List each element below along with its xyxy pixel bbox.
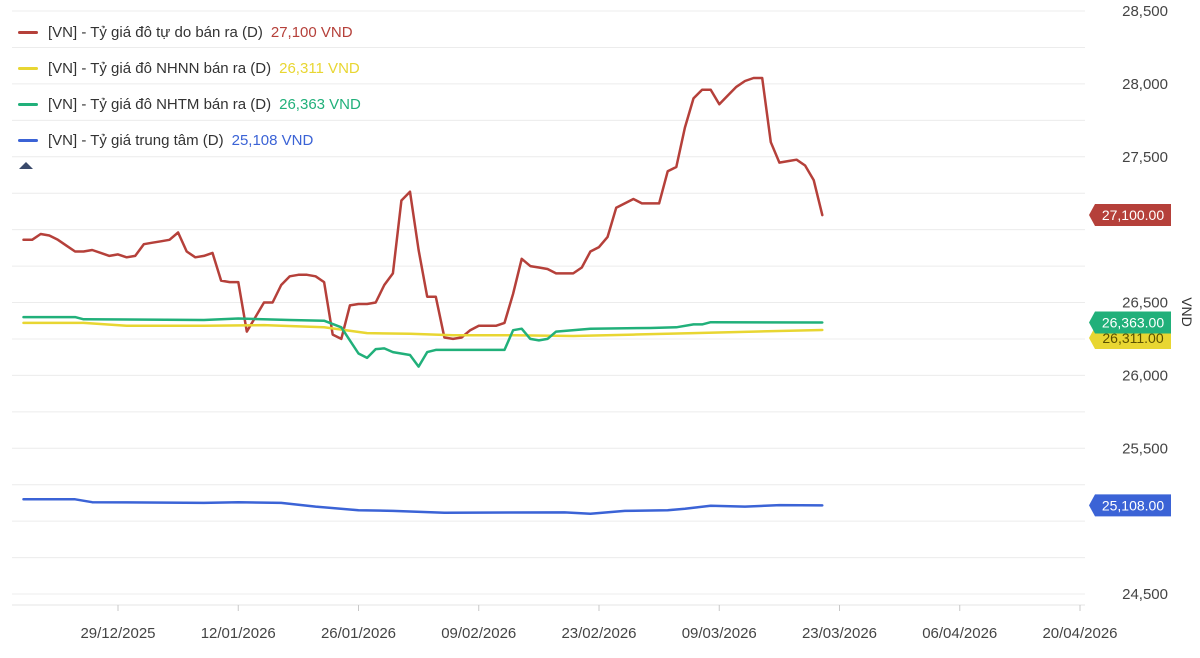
- legend-item[interactable]: [VN] - Tỷ giá đô NHTM bán ra (D) 26,363 V…: [18, 86, 361, 122]
- collapse-legend-icon[interactable]: [19, 162, 33, 169]
- series-line: [22, 498, 824, 516]
- legend-item[interactable]: [VN] - Tỷ giá đô tự do bán ra (D) 27,100 …: [18, 14, 361, 50]
- legend-series-name: [VN] - Tỷ giá đô NHTM bán ra (D): [48, 95, 272, 113]
- end-labels: 26,311.00 27,100.00 26,363.00 25,108.00: [1089, 204, 1171, 517]
- series-line: [22, 76, 824, 341]
- end-value-tag-bg: [1089, 311, 1171, 334]
- legend-swatch: [18, 138, 38, 142]
- legend-swatch: [18, 102, 38, 106]
- end-value-tag-bg: [1089, 494, 1171, 517]
- x-tick-label: 09/02/2026: [441, 625, 516, 642]
- legend-item[interactable]: [VN] - Tỷ giá trung tâm (D) 25,108 VND: [18, 122, 361, 158]
- x-axis: 29/12/2025 12/01/2026 26/01/2026 09/02/2026…: [12, 604, 1118, 642]
- end-value-tag-text: 27,100.00: [1102, 207, 1164, 223]
- y-tick-label: 26,000: [1122, 367, 1168, 384]
- x-tick-label: 23/02/2026: [561, 625, 636, 642]
- x-tick-label: 09/03/2026: [682, 625, 757, 642]
- y-tick-label: 25,500: [1122, 440, 1168, 457]
- x-tick-label: 29/12/2025: [80, 625, 155, 642]
- end-value-tag-text: 26,363.00: [1102, 314, 1164, 330]
- legend-series-value: 27,100 VND: [270, 23, 353, 41]
- end-value-tag-text: 26,311.00: [1102, 330, 1163, 346]
- series-line: [22, 315, 824, 368]
- end-value-tag: 26,363.00: [1089, 311, 1171, 334]
- y-axis: 28,500 28,000 27,500 26,500 26,000 25,500 24,5…: [1122, 3, 1168, 603]
- y-tick-label: 28,000: [1122, 76, 1168, 93]
- x-tick-label: 26/01/2026: [321, 625, 396, 642]
- y-tick-label: 24,500: [1122, 586, 1168, 603]
- grid-lines: [12, 10, 1085, 595]
- series-line: [22, 321, 824, 338]
- x-tick-label: 23/03/2026: [802, 625, 877, 642]
- legend-swatch: [18, 30, 38, 34]
- end-value-tag-text: 25,108.00: [1102, 497, 1164, 513]
- series-lines: [22, 76, 824, 516]
- legend-series-name: [VN] - Tỷ giá đô NHNN bán ra (D): [48, 59, 272, 77]
- end-value-tag-bg: [1089, 204, 1171, 227]
- end-value-tag: 25,108.00: [1089, 494, 1171, 517]
- y-tick-label: 26,500: [1122, 295, 1168, 312]
- x-tick-label: 06/04/2026: [922, 625, 997, 642]
- legend-swatch: [18, 66, 38, 70]
- y-axis-label: VND: [1179, 297, 1195, 327]
- x-tick-label: 20/04/2026: [1042, 625, 1117, 642]
- legend: [VN] - Tỷ giá đô tự do bán ra (D) 27,100 …: [18, 14, 361, 158]
- legend-series-value: 26,311 VND: [279, 59, 360, 77]
- legend-series-name: [VN] - Tỷ giá đô tự do bán ra (D): [48, 23, 263, 41]
- legend-series-name: [VN] - Tỷ giá trung tâm (D): [48, 131, 224, 149]
- legend-item[interactable]: [VN] - Tỷ giá đô NHNN bán ra (D) 26,311 V…: [18, 50, 361, 86]
- x-tick-label: 12/01/2026: [201, 625, 276, 642]
- legend-series-value: 25,108 VND: [231, 131, 314, 149]
- end-value-tag: 27,100.00: [1089, 204, 1171, 227]
- y-tick-label: 27,500: [1122, 149, 1168, 166]
- y-tick-label: 28,500: [1122, 3, 1168, 20]
- legend-series-value: 26,363 VND: [279, 95, 361, 113]
